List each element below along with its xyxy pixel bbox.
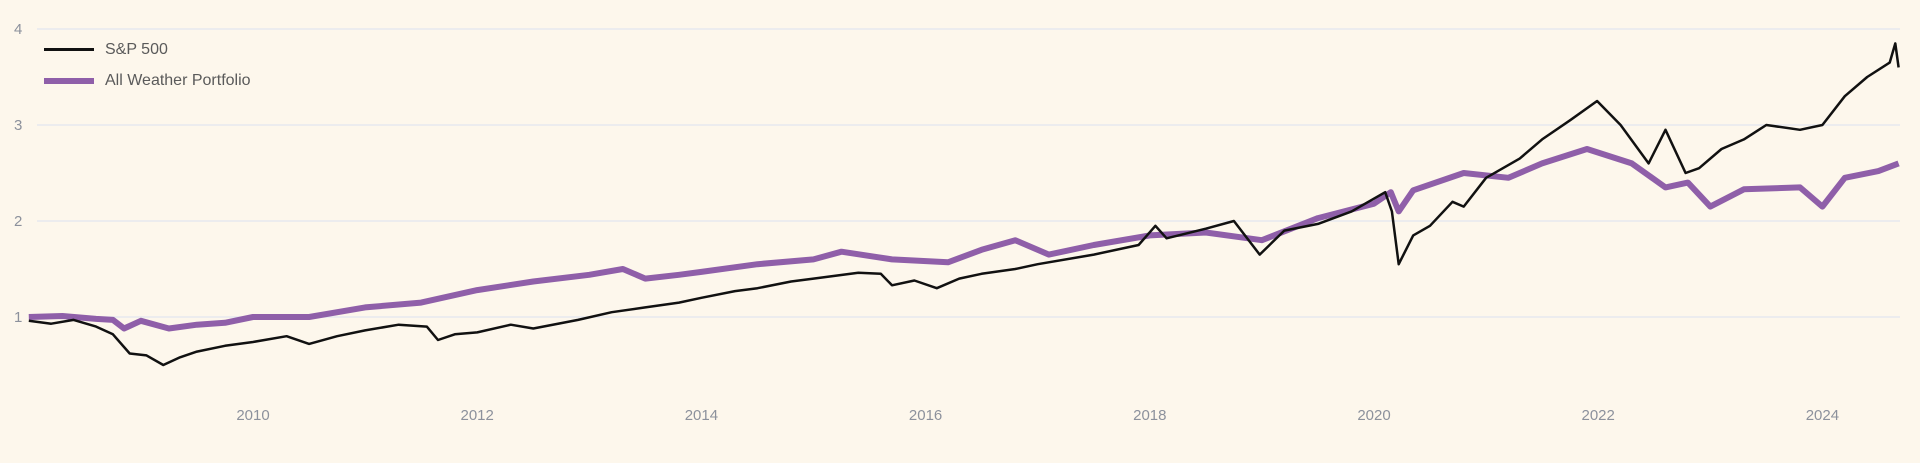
x-tick-label: 2012: [461, 407, 494, 424]
legend-swatch-all-weather: [44, 77, 94, 84]
y-tick-label: 3: [14, 117, 22, 134]
legend-swatch-sp500: [44, 48, 94, 51]
y-tick-label: 2: [14, 213, 22, 230]
x-tick-label: 2022: [1582, 407, 1615, 424]
legend-label-all-weather: All Weather Portfolio: [105, 71, 251, 89]
x-tick-label: 2018: [1133, 407, 1166, 424]
x-tick-label: 2024: [1806, 407, 1839, 424]
x-tick-label: 2014: [685, 407, 718, 424]
y-tick-label: 4: [14, 21, 22, 38]
series-lines: [28, 42, 1900, 367]
legend-item-all-weather: All Weather Portfolio: [44, 65, 251, 96]
legend-label-sp500: S&P 500: [105, 40, 168, 58]
x-tick-label: 2016: [909, 407, 942, 424]
x-tick-label: 2020: [1357, 407, 1390, 424]
y-axis: 1 2 3 4: [14, 21, 22, 326]
x-tick-label: 2010: [236, 407, 269, 424]
legend-item-sp500: S&P 500: [44, 34, 251, 65]
x-axis: 2010 2012 2014 2016 2018 2020 2022 2024: [236, 407, 1839, 424]
all-weather-line: [28, 146, 1900, 332]
y-tick-label: 1: [14, 309, 22, 326]
gridlines: [37, 28, 1900, 318]
sp500-line: [28, 42, 1900, 367]
legend: S&P 500 All Weather Portfolio: [44, 34, 251, 96]
